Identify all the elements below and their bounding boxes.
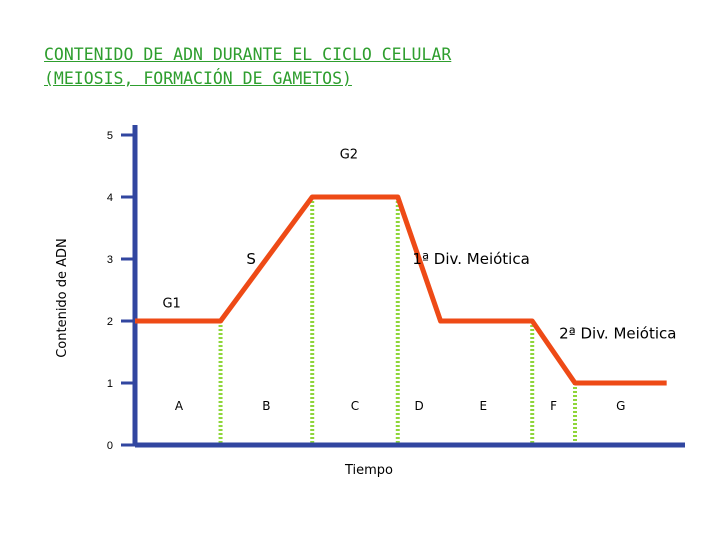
annotation: G1 <box>162 296 180 311</box>
y-tick-label: 3 <box>107 254 113 266</box>
phase-label-b: B <box>262 399 270 413</box>
annotation: S <box>246 250 256 268</box>
x-axis-label: Tiempo <box>344 463 393 478</box>
dna-content-line <box>135 194 667 386</box>
chart-title-line-1: CONTENIDO DE ADN DURANTE EL CICLO CELULA… <box>44 45 452 64</box>
annotations: G2 S 1ª Div. Meiótica G1 2ª Div. Meiótica <box>162 148 676 343</box>
annotation: 2ª Div. Meiótica <box>559 324 676 342</box>
y-tick-label: 5 <box>107 130 113 142</box>
axes <box>132 125 685 448</box>
y-tick-label: 1 <box>107 378 113 390</box>
y-ticks: 0 1 2 3 4 5 <box>107 130 135 452</box>
chart-title: CONTENIDO DE ADN DURANTE EL CICLO CELULA… <box>44 43 684 91</box>
phase-dividers <box>218 197 577 445</box>
annotation: G2 <box>340 148 358 163</box>
phase-label-g: G <box>616 399 625 413</box>
y-axis-label: Contenido de ADN <box>55 238 70 358</box>
phase-label-d: D <box>415 399 424 413</box>
chart-title-line-2: (MEIOSIS, FORMACIÓN DE GAMETOS) <box>44 69 352 88</box>
phase-label-c: C <box>351 399 359 413</box>
y-tick-label: 0 <box>107 440 113 452</box>
phase-label-a: A <box>175 399 184 413</box>
phase-labels: A B C D E F G <box>175 399 626 413</box>
phase-label-e: E <box>480 399 488 413</box>
annotation: 1ª Div. Meiótica <box>412 250 529 268</box>
y-tick-label: 2 <box>107 316 113 328</box>
y-tick-label: 4 <box>107 192 113 204</box>
phase-label-f: F <box>550 399 557 413</box>
